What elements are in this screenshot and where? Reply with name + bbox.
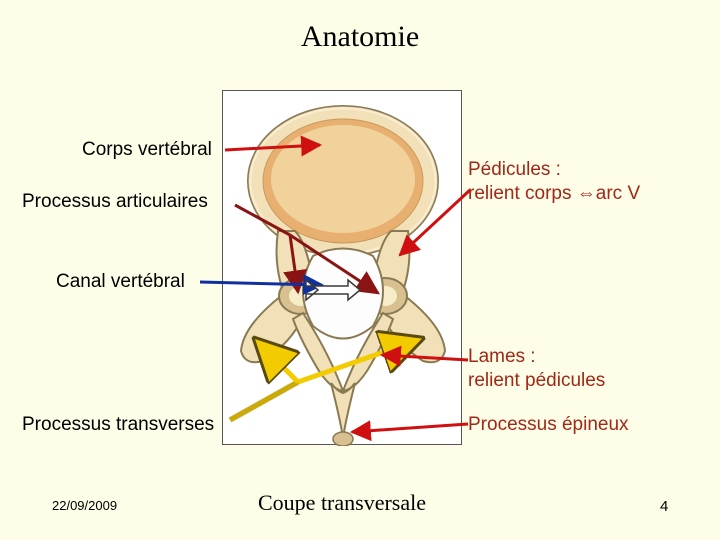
label-processus-epineux: Processus épineux	[468, 413, 629, 437]
label-lames-line1: Lames :	[468, 345, 536, 369]
figure-frame	[222, 90, 462, 445]
slide-date: 22/09/2009	[52, 498, 117, 513]
label-canal-vertebral: Canal vertébral	[56, 270, 185, 294]
slide-page-number: 4	[660, 498, 668, 515]
label-pedicules-line1: Pédicules :	[468, 158, 561, 182]
label-pedicules-line2: relient corps ⇔arc V	[468, 182, 640, 206]
label-processus-articulaires: Processus articulaires	[22, 190, 208, 214]
label-processus-transverses: Processus transverses	[22, 413, 214, 437]
label-lames-line2: relient pédicules	[468, 369, 605, 393]
slide-title: Anatomie	[0, 20, 720, 54]
vertebra-illustration	[223, 91, 463, 446]
label-corps-vertebral: Corps vertébral	[82, 138, 212, 162]
figure-caption: Coupe transversale	[258, 490, 426, 516]
